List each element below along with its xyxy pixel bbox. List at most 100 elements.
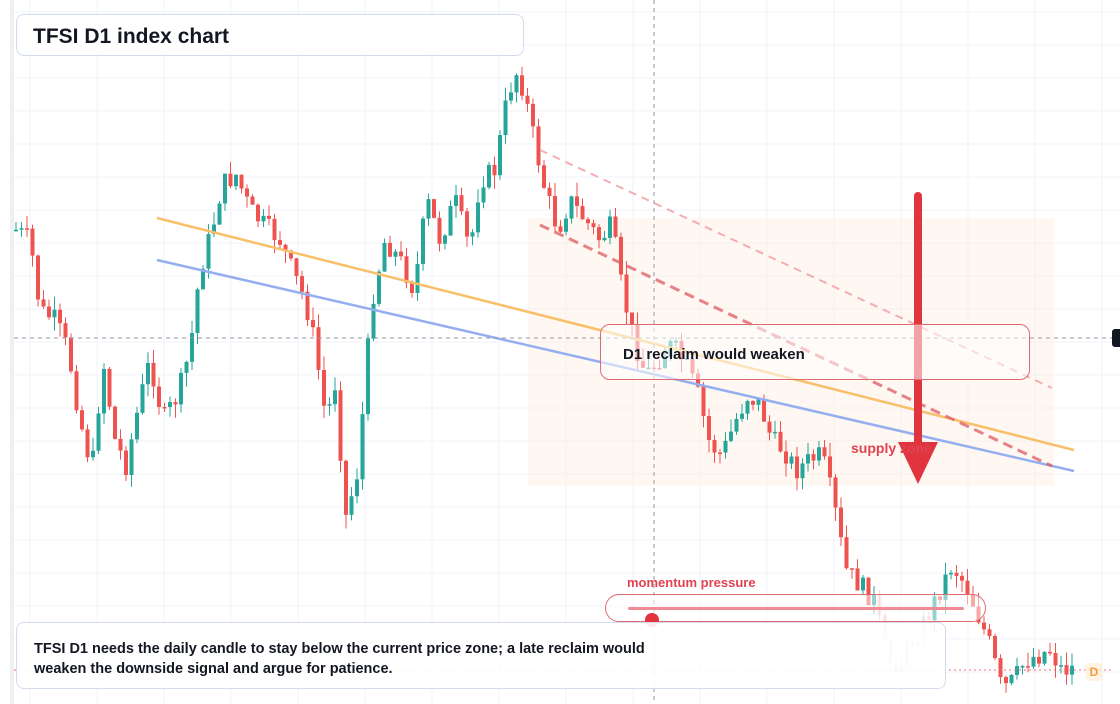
candle-body: [503, 100, 508, 136]
candle-body: [1037, 656, 1041, 664]
candle-body: [36, 255, 40, 300]
candle-body: [25, 228, 29, 230]
candle-body: [465, 211, 469, 237]
candle-body: [355, 479, 359, 497]
candle-body: [564, 218, 568, 232]
candle-body: [547, 187, 552, 196]
candle-body: [278, 240, 282, 245]
candle-body: [300, 276, 304, 292]
candle-body: [454, 195, 458, 206]
candle-body: [487, 164, 491, 188]
candle-body: [591, 223, 596, 228]
candle-body: [630, 312, 634, 325]
candle-body: [96, 413, 101, 451]
candle-body: [212, 224, 216, 235]
candle-body: [239, 174, 244, 189]
price-scale-tag[interactable]: [1112, 329, 1120, 347]
candle-body: [316, 327, 321, 370]
candle-body: [778, 431, 783, 452]
candle-body: [157, 386, 161, 407]
candle-body: [740, 413, 744, 419]
candle-body: [371, 303, 376, 339]
candle-body: [377, 271, 381, 304]
candle-body: [861, 577, 865, 591]
candle-body: [866, 577, 871, 606]
candle-body: [1042, 651, 1047, 664]
candle-body: [305, 291, 310, 321]
candle-body: [987, 629, 992, 637]
candle-body: [333, 390, 337, 405]
candle-body: [1020, 666, 1025, 668]
candle-body: [140, 384, 145, 413]
down-arrow-head: [898, 442, 938, 484]
candle-body: [382, 242, 387, 272]
candle-body: [597, 227, 601, 241]
candle-body: [756, 398, 761, 405]
title-box: TFSI D1 index chart: [16, 14, 524, 56]
candle-body: [1053, 653, 1058, 666]
candle-body: [800, 463, 805, 479]
candle-body: [366, 338, 370, 415]
candle-body: [459, 195, 464, 212]
interval-badge[interactable]: D: [1085, 663, 1103, 681]
candle-body: [250, 196, 255, 205]
candle-body: [267, 215, 271, 219]
candle-body: [69, 337, 73, 372]
reclaim-callout: D1 reclaim would weaken: [600, 324, 1030, 380]
candle-body: [179, 372, 183, 405]
candle-body: [74, 371, 79, 411]
candle-body: [30, 228, 35, 256]
momentum-gauge: [605, 594, 986, 627]
candle-body: [399, 251, 403, 257]
candle-body: [1015, 666, 1019, 675]
candle-body: [129, 439, 134, 476]
candle-body: [1048, 651, 1052, 654]
candle-body: [960, 575, 964, 581]
candle-body: [272, 218, 277, 241]
callout-text: D1 reclaim would weaken: [623, 346, 805, 363]
candle-body: [432, 199, 436, 218]
candle-body: [107, 368, 112, 407]
candle-body: [410, 282, 414, 293]
candle-body: [245, 188, 249, 197]
candle-body: [415, 263, 420, 293]
candle-body: [294, 258, 299, 277]
candle-body: [327, 404, 332, 406]
candle-body: [283, 244, 288, 251]
candle-body: [162, 406, 167, 409]
candle-body: [311, 320, 315, 328]
candle-body: [844, 537, 849, 569]
momentum-label: momentum pressure: [627, 575, 756, 590]
candle-body: [839, 507, 843, 538]
candle-body: [762, 398, 766, 422]
candle-body: [729, 431, 733, 441]
candle-body: [261, 215, 266, 222]
candle-body: [949, 572, 953, 575]
candle-body: [470, 232, 475, 237]
candle-body: [184, 361, 189, 373]
candle-body: [91, 450, 95, 458]
candle-body: [712, 439, 717, 453]
candle-body: [602, 237, 607, 241]
candle-body: [404, 256, 409, 283]
candle-body: [569, 196, 574, 219]
candle-body: [1009, 674, 1014, 684]
candle-body: [1026, 666, 1030, 668]
candle-body: [514, 75, 519, 93]
candle-body: [476, 202, 480, 233]
candle-body: [135, 412, 139, 440]
momentum-track: [628, 607, 964, 627]
candle-body: [124, 450, 128, 476]
candle-body: [806, 454, 810, 464]
candle-body: [833, 477, 838, 508]
candle-body: [773, 431, 777, 434]
candle-body: [52, 309, 57, 318]
candle-body: [558, 226, 563, 232]
candle-body: [195, 289, 200, 334]
candle-body: [707, 415, 711, 440]
candle-body: [217, 203, 222, 225]
candle-body: [965, 580, 970, 595]
candle-body: [1070, 665, 1074, 675]
candle-body: [360, 414, 365, 480]
candle-body: [289, 250, 293, 259]
